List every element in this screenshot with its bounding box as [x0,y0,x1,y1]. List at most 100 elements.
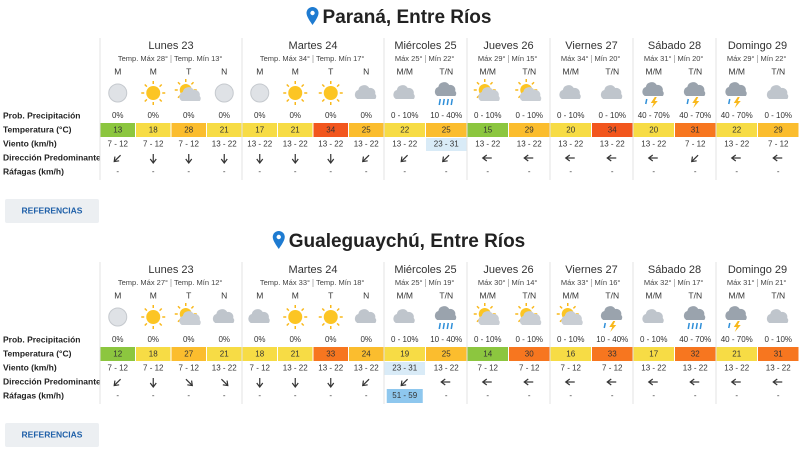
temp-value: 16 [566,350,575,359]
sun-ray [286,322,290,327]
precip: 0 - 10% [474,335,502,344]
temp-value: 31 [691,126,700,135]
wind: 13 - 22 [724,140,749,149]
wind-arrow [647,154,658,162]
arrow-head [113,156,120,163]
lightning [733,97,741,108]
temp-cell [349,347,384,361]
period-label: T/N [688,290,702,300]
weather-icon [515,303,542,325]
cloud [725,82,747,96]
wind-arrow [691,154,699,163]
gust: - [652,391,655,400]
sun-ray [144,83,148,88]
arrow-head [440,378,446,386]
wind-arrow [647,378,658,386]
sun-ray [476,81,480,85]
cloud [393,309,415,323]
temp-value: 15 [483,126,492,135]
arrow-head [149,158,157,164]
period-label: N [221,290,227,300]
wind: 7 - 12 [478,364,499,373]
precip: 0% [183,335,195,344]
references-button[interactable] [5,199,99,223]
precip: 0% [218,111,230,120]
temp-cell [426,123,467,137]
cloud [683,306,706,320]
sun [323,86,338,100]
gust: - [365,167,368,176]
period-label: T/N [605,66,619,76]
wind: 7 - 12 [108,364,129,373]
temp-value: 22 [732,126,741,135]
sun-ray [531,81,535,85]
arrow-shaft [401,378,409,386]
wind: 7 - 12 [108,140,129,149]
arrow-head [113,380,120,387]
sun [323,310,338,324]
weather-icon [248,309,270,323]
arrow-head [220,158,228,164]
cloud [642,82,664,96]
gust: - [116,391,119,400]
precip: 0 - 10% [474,111,502,120]
wind: 13 - 22 [434,364,459,373]
arrow-head [647,154,654,162]
period-label: M/M [728,290,745,300]
row-label: Ráfagas (km/h) [3,166,64,176]
temp-value: 28 [184,126,193,135]
wind-arrow [149,154,157,164]
wind-arrow [149,378,157,388]
lightning [650,97,658,108]
temp-cell [384,123,425,137]
gust: - [152,391,155,400]
wind-arrow [772,378,783,386]
precip: 0 - 10% [557,335,585,344]
gust: - [735,167,738,176]
weather-icon [642,309,664,323]
temp-min: Temp. Mín 13° [174,54,222,63]
wind: 7 - 12 [250,364,271,373]
moon [250,83,270,103]
wind-arrow [256,378,264,388]
cloud [393,85,415,99]
precip: 0% [112,111,124,120]
temp-value: 20 [566,126,575,135]
rain-drop [446,98,449,106]
lightning [609,321,617,332]
arrow-head [400,380,407,387]
cloud [478,87,500,101]
temp-max: Máx 33° [561,278,589,287]
cloud [766,309,789,323]
period-label: T/N [605,290,619,300]
day-name: Jueves 26 [483,264,533,276]
period-label: M/M [396,290,413,300]
weather-icon [141,81,166,105]
gust: - [152,167,155,176]
arrow-shaft [442,154,450,162]
temp-value: 29 [525,126,534,135]
references-button[interactable] [5,423,99,447]
wind-arrow [362,378,370,387]
cloud [559,85,581,99]
cloud [519,87,542,101]
rain-drop [728,98,731,105]
wind: 7 - 12 [768,140,789,149]
precip: 40 - 70% [679,335,711,344]
precip: 0% [289,335,301,344]
wind-arrow [730,378,741,386]
location-pin-hole [310,10,315,16]
period-label: M/M [728,66,745,76]
temp-cell [592,347,633,361]
temp-max: Máx 29° [478,54,506,63]
moon [108,83,128,103]
rain-drop [645,98,648,105]
wind-arrow [220,154,228,164]
period-label: M [114,66,121,76]
arrow-head [256,382,264,388]
temp-value: 34 [326,126,335,135]
precip: 10 - 40% [430,335,462,344]
rain-drop [450,98,453,106]
arrow-head [689,378,695,386]
arrow-shaft [362,378,370,386]
